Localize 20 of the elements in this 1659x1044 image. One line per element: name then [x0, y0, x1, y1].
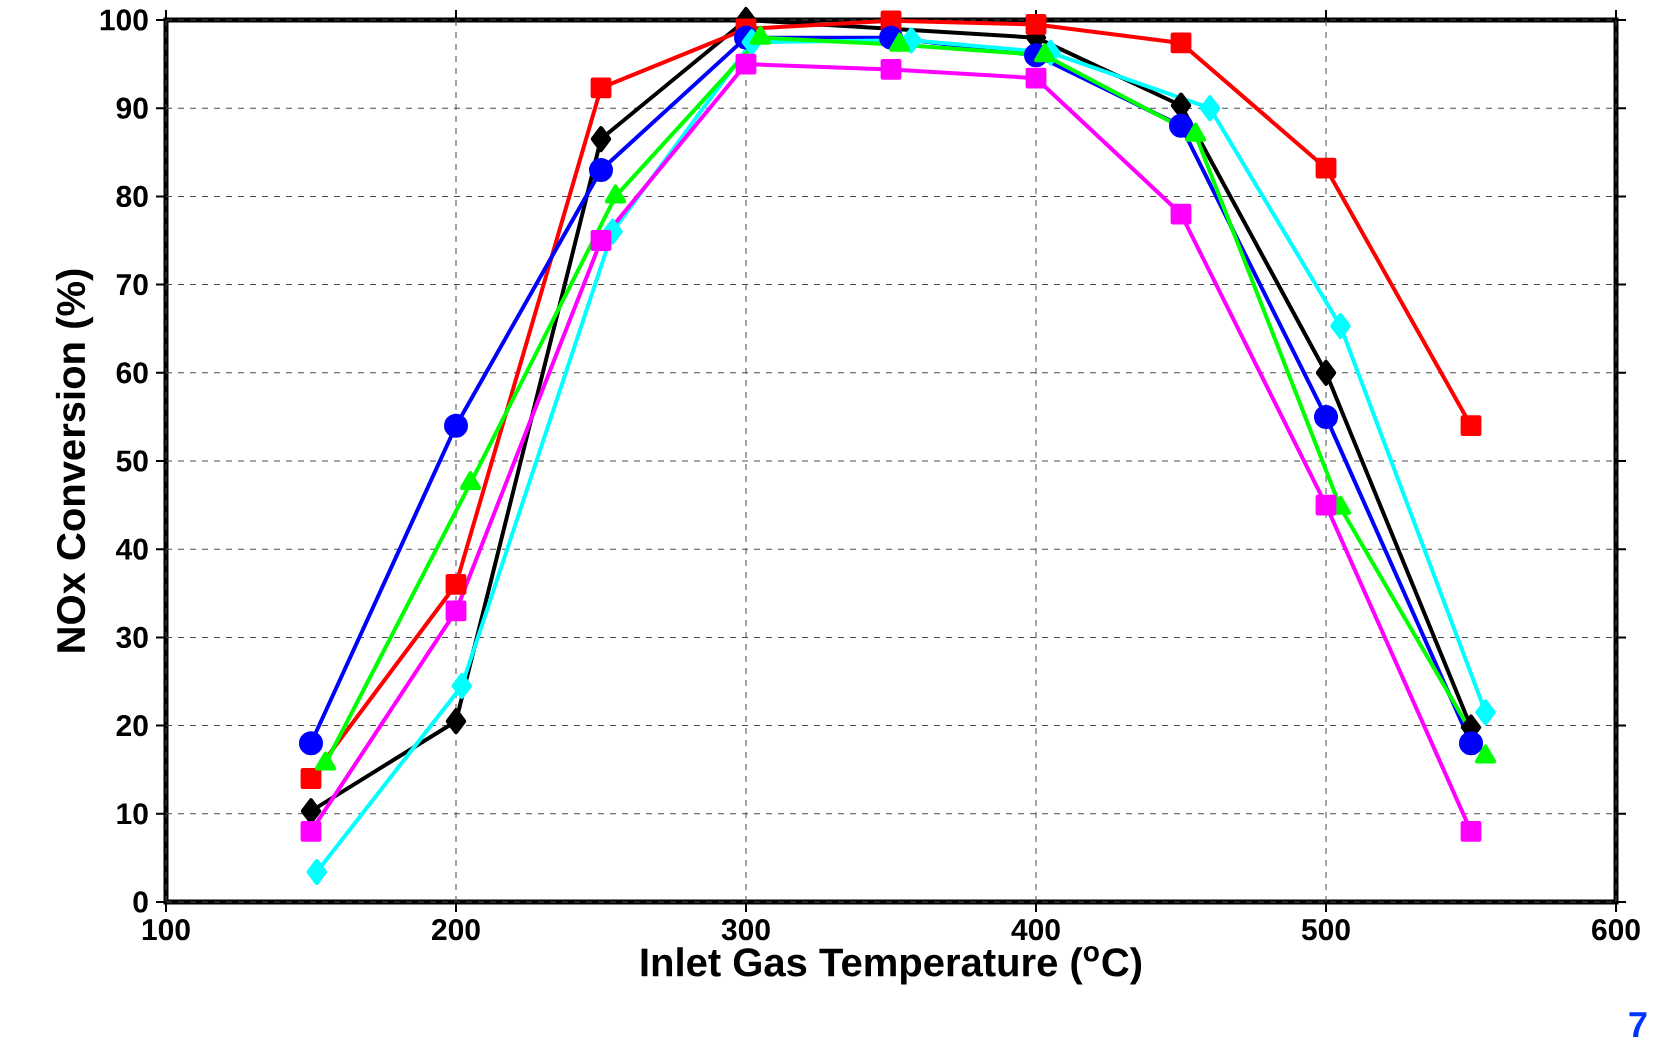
x-tick-label: 200 [432, 919, 480, 941]
y-tick-label: 30 [116, 626, 148, 649]
x-tick-label: 300 [721, 919, 770, 941]
y-tick-label: 100 [100, 9, 148, 31]
y-tick-label: 70 [116, 273, 148, 296]
y-tick-label: 80 [116, 185, 148, 207]
y-tick-label: 60 [116, 362, 148, 384]
y-tick-label: 0 [133, 891, 148, 913]
y-tick-label: 10 [117, 803, 148, 825]
text: 7 [1629, 1012, 1647, 1037]
x-axis-title: Inlet Gas Temperature ($^{o}$C) [641, 946, 1142, 985]
y-tick-label: 40 [116, 538, 148, 560]
x-tick-label: 500 [1301, 919, 1350, 941]
y-tick-label: 50 [116, 450, 148, 472]
y-tick-label: 20 [116, 714, 148, 737]
x-tick-label: 400 [1011, 919, 1060, 941]
y-tick-label: 90 [116, 97, 148, 119]
x-tick-label: 600 [1592, 919, 1640, 941]
x-tick-label: 100 [142, 919, 190, 941]
y-axis-title: NOx Conversion (%) [55, 269, 94, 652]
